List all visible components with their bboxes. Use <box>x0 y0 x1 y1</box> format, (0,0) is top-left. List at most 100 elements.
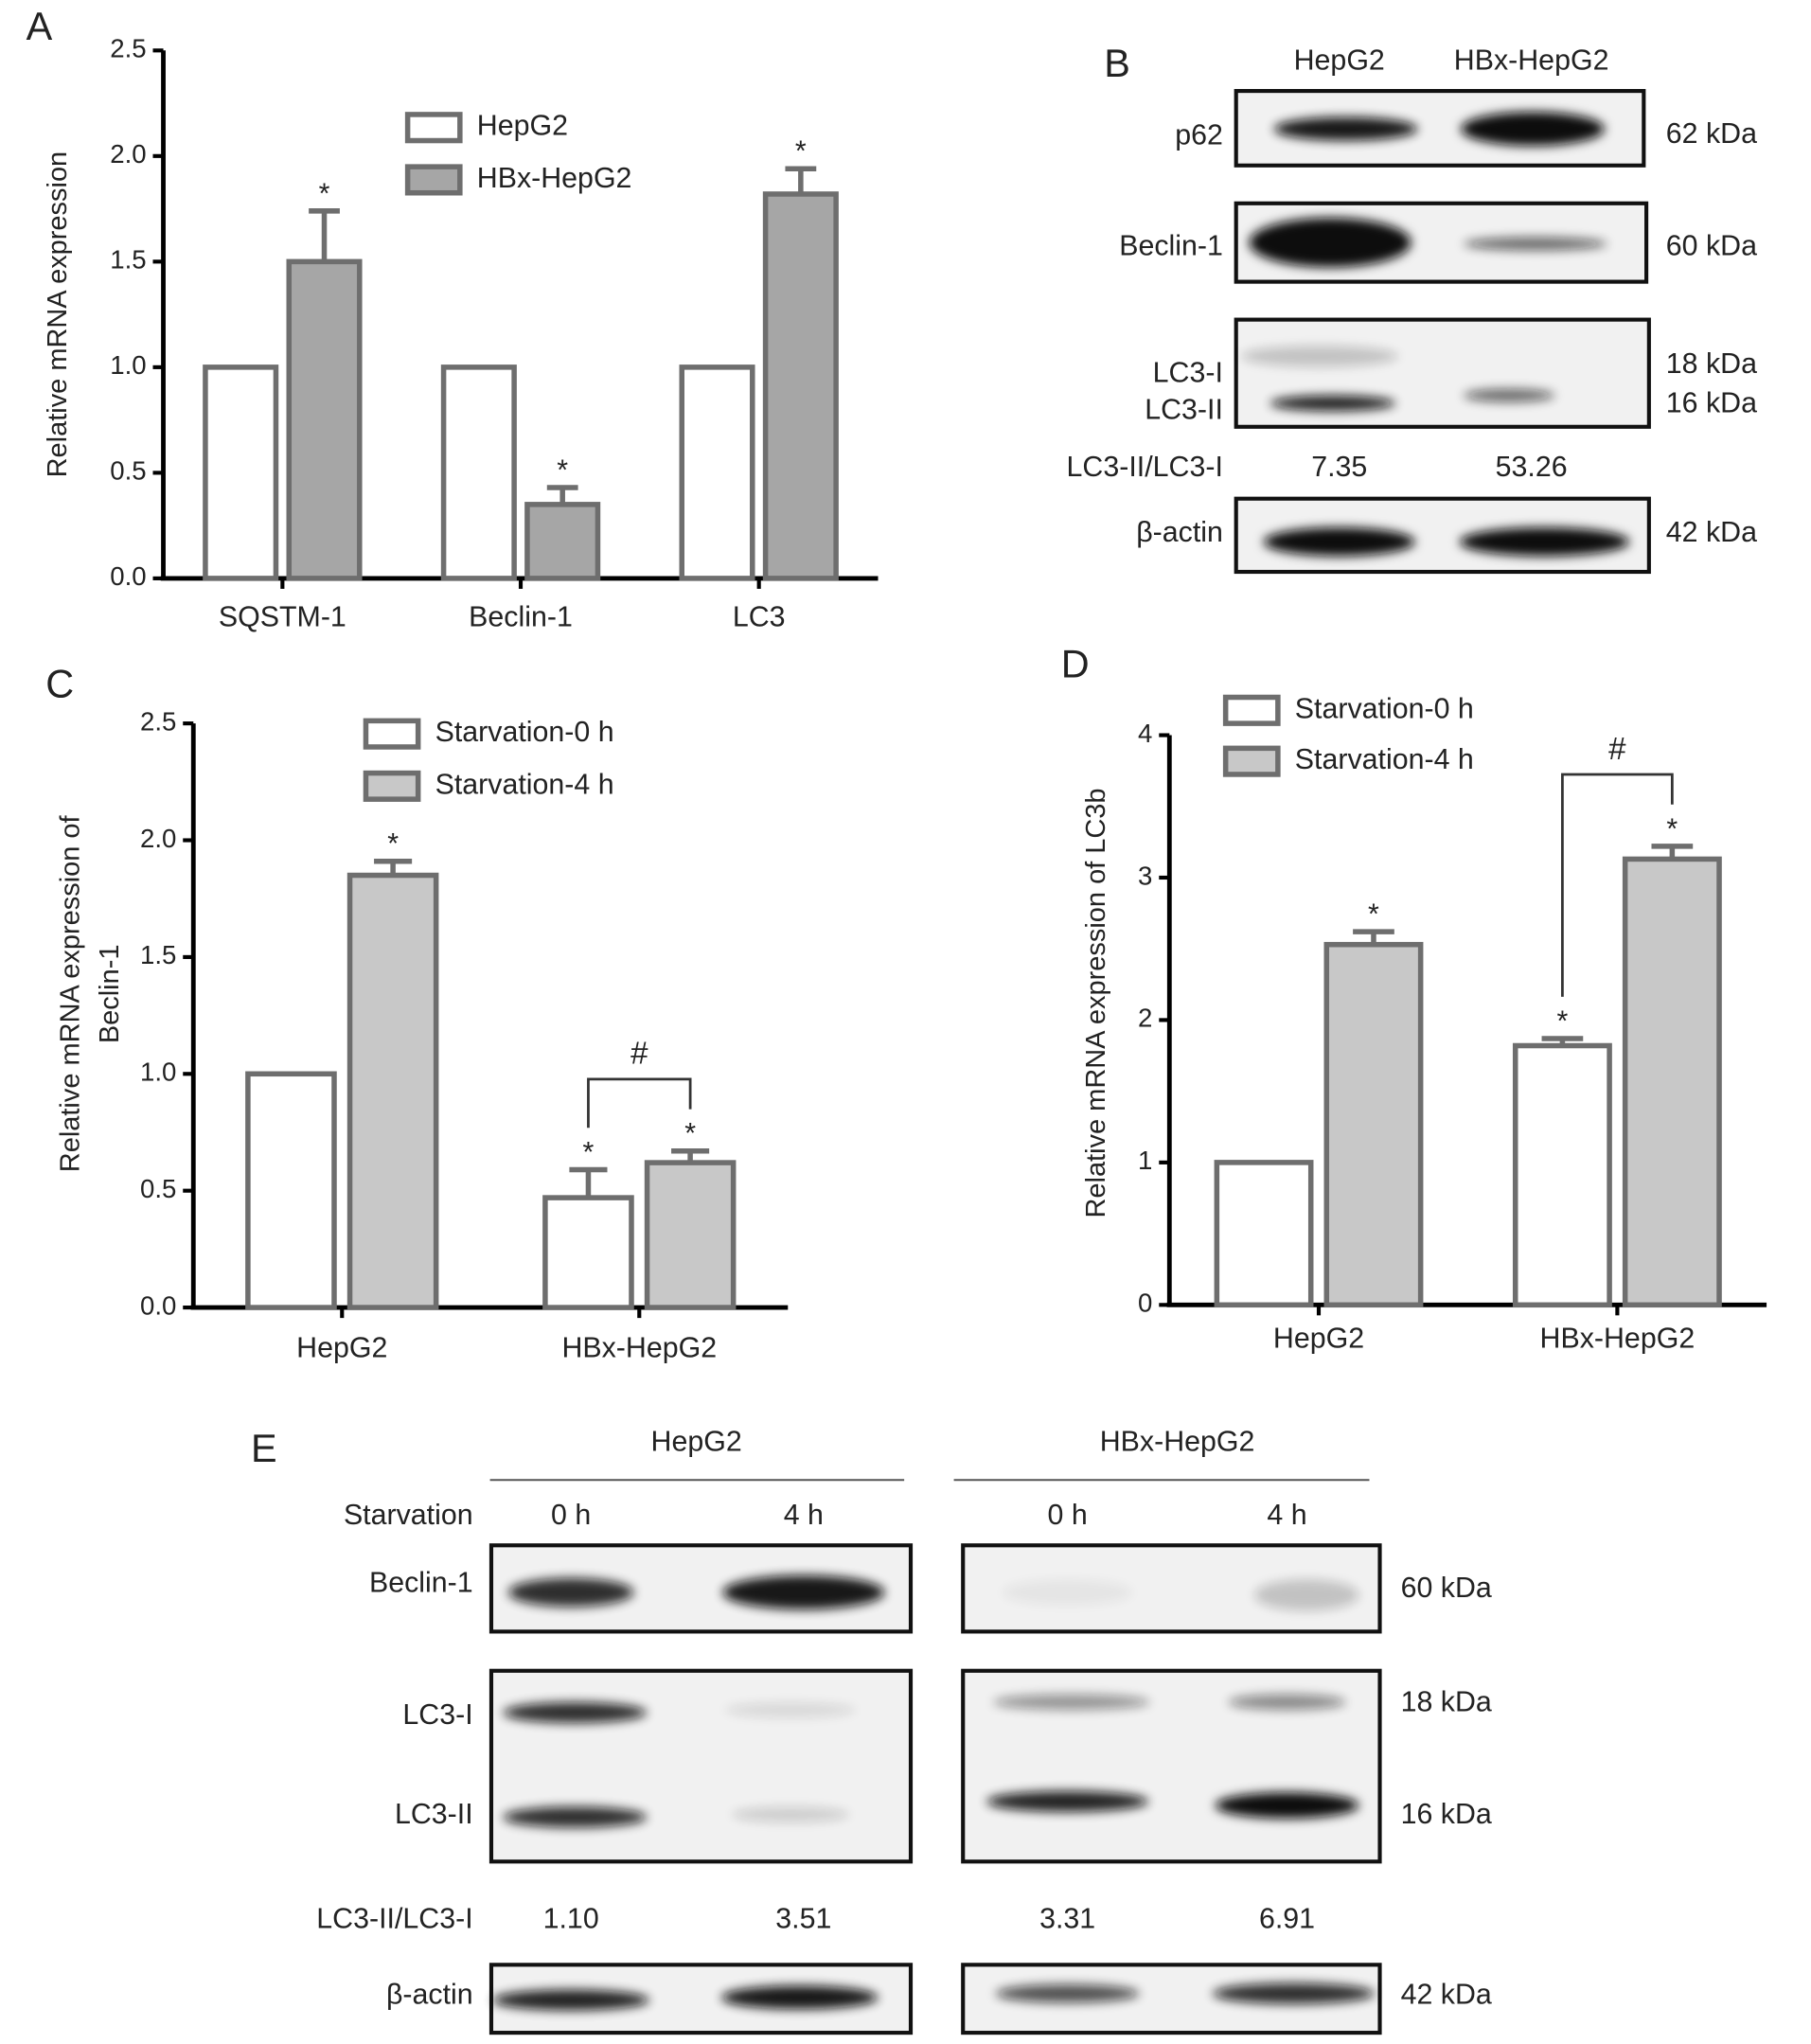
y-tick-label: 4 <box>1138 719 1152 748</box>
ratio-value: 7.35 <box>1311 452 1367 483</box>
significance-mark: * <box>557 454 568 486</box>
legend-label: HBx-HepG2 <box>477 163 632 194</box>
band <box>1215 1792 1359 1819</box>
x-tick-label: HepG2 <box>296 1332 387 1363</box>
y-axis-label: Relative mRNA expression of LC3b <box>1081 788 1111 1218</box>
row-label: Beclin-1 <box>1119 231 1223 262</box>
x-tick-label: LC3 <box>733 602 786 633</box>
y-tick-label: 0.5 <box>110 456 146 486</box>
legend-label: Starvation-4 h <box>435 769 614 800</box>
group-label: HepG2 <box>651 1427 742 1458</box>
panel-label: B <box>1104 42 1130 85</box>
ratio-label: LC3-II/LC3-I <box>316 1903 472 1934</box>
panel-label: E <box>251 1427 277 1470</box>
size-label: 18 kDa <box>1666 348 1757 380</box>
band <box>722 1575 885 1609</box>
legend-swatch <box>1222 694 1281 726</box>
row-label: LC3-II <box>395 1799 473 1830</box>
panel-label: A <box>27 5 53 48</box>
legend-swatch <box>404 112 463 144</box>
band <box>1459 527 1630 557</box>
bar <box>1512 1042 1612 1308</box>
band <box>1463 388 1555 402</box>
bar <box>1323 941 1424 1308</box>
significance-mark: * <box>1666 813 1678 844</box>
band <box>1241 346 1398 367</box>
band <box>720 1985 879 2010</box>
band <box>1263 527 1415 557</box>
size-label: 42 kDa <box>1401 1979 1492 2010</box>
bar <box>245 1071 337 1310</box>
significance-mark: * <box>583 1137 595 1168</box>
band <box>1002 1579 1133 1606</box>
size-label: 16 kDa <box>1666 387 1757 418</box>
x-tick-label: HBx-HepG2 <box>1540 1324 1696 1355</box>
legend-swatch <box>363 718 421 750</box>
significance-mark: * <box>1556 1005 1568 1037</box>
band <box>492 1989 649 2011</box>
x-tick-label: HBx-HepG2 <box>561 1332 717 1363</box>
condition-value: 4 h <box>784 1500 824 1531</box>
band <box>1269 395 1396 412</box>
bar <box>286 258 363 581</box>
condition-value: 0 h <box>1048 1500 1088 1531</box>
bar <box>762 191 839 581</box>
y-tick-label: 2.0 <box>140 824 176 853</box>
legend-swatch <box>1222 745 1281 777</box>
y-tick-label: 1.0 <box>140 1058 176 1087</box>
legend-swatch <box>363 770 421 802</box>
ratio-value: 53.26 <box>1496 452 1568 483</box>
bar <box>679 364 755 581</box>
y-tick-label: 0 <box>1138 1289 1152 1318</box>
ratio-value: 6.91 <box>1259 1903 1315 1934</box>
band <box>503 1806 648 1828</box>
band <box>1228 1694 1346 1711</box>
ratio-value: 3.51 <box>775 1903 831 1934</box>
row-label: LC3-II <box>1145 394 1223 425</box>
panel-label: D <box>1061 643 1090 686</box>
ratio-value: 3.31 <box>1039 1903 1095 1934</box>
bar <box>1622 856 1722 1308</box>
bar <box>440 364 517 581</box>
legend-label: Starvation-0 h <box>1295 693 1474 724</box>
y-tick-label: 2.5 <box>110 34 146 63</box>
bracket-label: # <box>1608 732 1626 767</box>
size-label: 16 kDa <box>1401 1799 1492 1830</box>
row-label: LC3-I <box>402 1699 472 1731</box>
band <box>1273 116 1418 141</box>
band <box>986 1790 1149 1812</box>
row-label: β-actin <box>386 1979 473 2010</box>
band <box>503 1701 648 1723</box>
row-label: LC3-I <box>1153 358 1223 389</box>
bar <box>542 1195 634 1310</box>
y-tick-label: 2 <box>1138 1004 1152 1033</box>
y-axis-label: Relative mRNA expression <box>43 151 73 478</box>
band <box>731 1806 850 1822</box>
column-label: HepG2 <box>1294 45 1385 77</box>
bracket <box>1561 773 1674 997</box>
y-tick-label: 1 <box>1138 1146 1152 1175</box>
condition-value: 4 h <box>1267 1500 1306 1531</box>
ratio-value: 1.10 <box>543 1903 599 1934</box>
size-label: 62 kDa <box>1666 118 1757 150</box>
band <box>992 1694 1150 1711</box>
size-label: 60 kDa <box>1666 231 1757 262</box>
condition-label: Starvation <box>344 1500 473 1531</box>
y-tick-label: 1.5 <box>140 940 176 969</box>
significance-mark: * <box>387 828 399 860</box>
y-tick-label: 0.0 <box>140 1290 176 1320</box>
y-tick-label: 2.0 <box>110 139 146 169</box>
condition-value: 0 h <box>551 1500 591 1531</box>
row-label: p62 <box>1175 119 1223 151</box>
bracket <box>587 1077 692 1129</box>
y-tick-label: 2.5 <box>140 706 176 736</box>
y-tick-label: 3 <box>1138 861 1152 890</box>
band <box>725 1701 857 1718</box>
column-label: HBx-HepG2 <box>1454 45 1609 77</box>
blot-frame <box>1234 317 1651 429</box>
bar <box>203 364 279 581</box>
ratio-label: LC3-II/LC3-I <box>1067 452 1223 483</box>
y-axis-label: Relative mRNA expression of <box>56 814 86 1172</box>
y-tick-label: 1.5 <box>110 245 146 275</box>
